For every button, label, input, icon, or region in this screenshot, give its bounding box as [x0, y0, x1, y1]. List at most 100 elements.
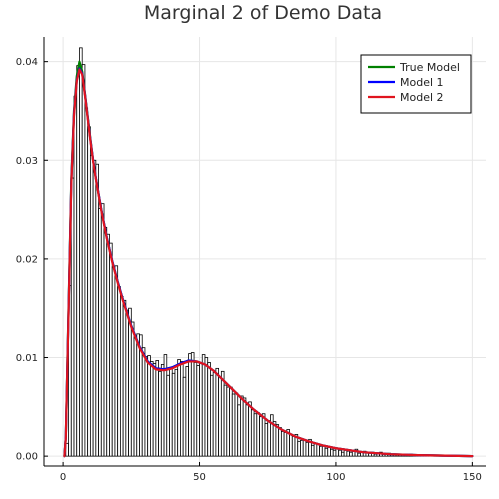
histogram-bar [207, 362, 211, 457]
histogram-bar [111, 266, 116, 457]
histogram [65, 47, 446, 457]
histogram-bar [128, 307, 132, 457]
histogram-bar [190, 352, 195, 457]
histogram-bar [180, 361, 184, 457]
histogram-bar [136, 333, 140, 457]
histogram-bar [250, 409, 255, 457]
legend-box [360, 54, 472, 114]
histogram-bar [310, 444, 315, 457]
axes [43, 37, 486, 467]
histogram-bar [253, 413, 258, 457]
x-tick-label: 100 [326, 472, 345, 483]
histogram-bar [103, 226, 108, 457]
histogram-bar [316, 443, 320, 457]
histogram-bar [100, 203, 105, 457]
histogram-bar [169, 367, 173, 457]
histogram-bar [152, 363, 157, 457]
histogram-bar [259, 416, 263, 457]
histogram-bar [283, 432, 288, 457]
histogram-bar [242, 397, 247, 457]
histogram-bar [275, 424, 280, 457]
histogram-bar [319, 445, 323, 457]
model-curves [63, 60, 474, 458]
histogram-bar [343, 449, 348, 457]
histogram-bar [174, 368, 179, 457]
histogram-bar [218, 376, 222, 457]
histogram-bar [229, 386, 233, 457]
histogram-bar [133, 337, 138, 457]
histogram-bar [226, 386, 230, 457]
legend-label: Model 1 [400, 76, 444, 89]
histogram-bar [196, 365, 200, 457]
x-tick-label: 0 [60, 472, 66, 483]
y-tick-label: 0.01 [16, 353, 38, 364]
histogram-bar [95, 163, 99, 457]
histogram-bar [171, 372, 176, 457]
histogram-bar [248, 401, 252, 457]
histogram-bar [327, 446, 331, 457]
histogram-bar [106, 233, 110, 457]
tick-labels: 0 50 100 150 0.00 0.01 0.02 0.03 0.04 [16, 57, 482, 483]
histogram-bar [212, 371, 217, 457]
histogram-bar [87, 126, 91, 457]
histogram-bar [147, 355, 151, 457]
histogram-bar [76, 65, 80, 457]
histogram-bar [302, 438, 307, 457]
histogram-bar [324, 447, 329, 457]
x-tick-label: 50 [193, 472, 206, 483]
histogram-bar [73, 95, 78, 457]
x-tick-label: 150 [463, 472, 482, 483]
histogram-bar [109, 242, 113, 457]
histogram-bar [150, 361, 154, 457]
histogram-bar [231, 393, 236, 457]
histogram-bar [237, 404, 241, 457]
histogram-bar [267, 420, 271, 457]
histogram-bar [338, 449, 342, 457]
histogram-bar [289, 434, 293, 457]
histogram-bar [79, 47, 83, 457]
histogram-bar [84, 107, 89, 457]
histogram-bar [204, 357, 209, 457]
histogram-bar [119, 295, 124, 457]
histogram-bar [185, 365, 190, 457]
histogram-bar [234, 392, 239, 457]
histogram-bar [160, 364, 165, 457]
histogram-bar [89, 154, 94, 457]
histogram-bar [117, 286, 121, 457]
histogram-bar [166, 374, 170, 457]
histogram-bar [300, 439, 304, 457]
legend-label: True Model [399, 61, 460, 74]
histogram-bar [177, 359, 181, 457]
legend: True Model Model 1 Model 2 [360, 54, 472, 114]
histogram-bar [354, 448, 359, 457]
histogram-bar [182, 376, 187, 457]
histogram-bar [278, 427, 282, 457]
chart-title: Marginal 2 of Demo Data [144, 2, 382, 24]
histogram-bar [155, 360, 159, 457]
histogram-bar [158, 370, 162, 457]
histogram-bar [201, 354, 206, 457]
y-tick-label: 0.04 [16, 57, 38, 68]
histogram-bar [291, 436, 296, 457]
histogram-bar [280, 431, 285, 457]
histogram-bar [305, 441, 310, 457]
histogram-bar [125, 309, 129, 457]
histogram-bar [313, 442, 318, 457]
histogram-bar [122, 299, 127, 457]
histogram-bar [321, 445, 326, 457]
series-line-model-2 [63, 68, 474, 458]
y-tick-label: 0.00 [16, 452, 38, 463]
histogram-bar [346, 450, 350, 457]
histogram-bar [210, 374, 214, 457]
histogram-bar [199, 363, 203, 457]
histogram-bar [261, 413, 266, 457]
histogram-bar [144, 356, 149, 457]
histogram-bar [81, 64, 86, 457]
histogram-bar [215, 367, 220, 457]
y-tick-label: 0.03 [16, 156, 38, 167]
histogram-bar [256, 412, 260, 457]
histogram-bar [357, 452, 361, 457]
histogram-bar [340, 451, 345, 457]
histogram-bar [130, 321, 135, 457]
